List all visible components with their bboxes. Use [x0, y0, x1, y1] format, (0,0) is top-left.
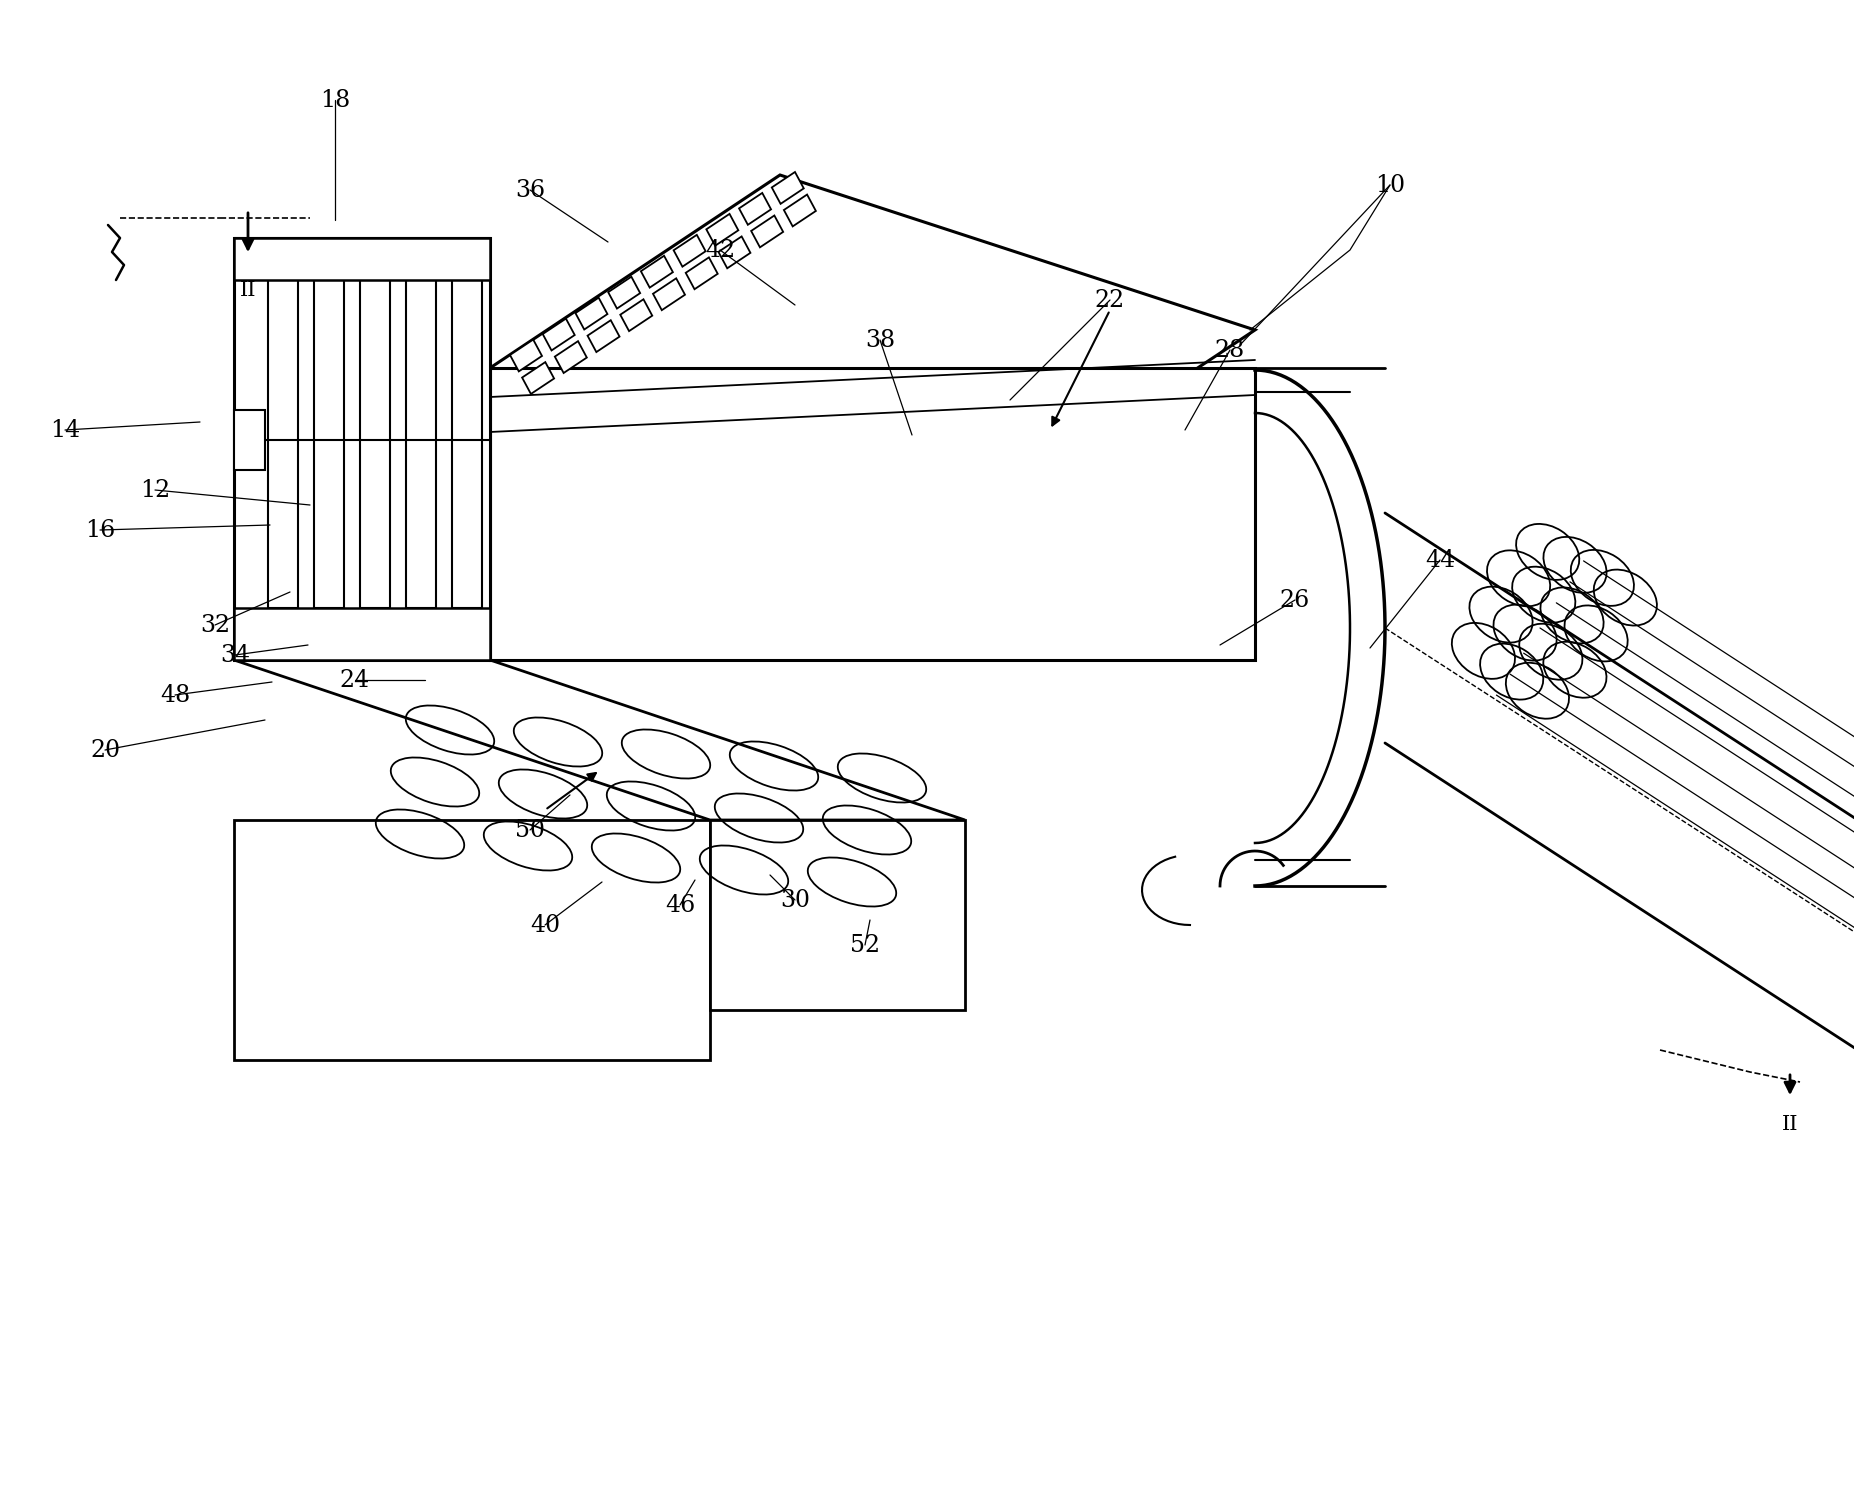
Polygon shape — [313, 281, 345, 608]
Polygon shape — [269, 281, 298, 608]
Text: 32: 32 — [200, 614, 230, 636]
Text: 30: 30 — [781, 889, 810, 911]
Polygon shape — [234, 239, 489, 660]
Polygon shape — [621, 299, 653, 332]
Polygon shape — [686, 257, 717, 290]
Text: II: II — [239, 281, 256, 300]
Polygon shape — [771, 173, 805, 204]
Text: 22: 22 — [1096, 288, 1125, 312]
Polygon shape — [452, 281, 482, 608]
Text: 42: 42 — [705, 239, 736, 261]
Polygon shape — [234, 410, 265, 470]
Text: 14: 14 — [50, 419, 80, 441]
Text: 26: 26 — [1279, 588, 1311, 611]
Polygon shape — [406, 281, 436, 608]
Polygon shape — [641, 255, 673, 288]
Polygon shape — [234, 239, 489, 281]
Text: 12: 12 — [139, 479, 171, 501]
Polygon shape — [751, 216, 782, 248]
Text: 38: 38 — [866, 329, 895, 351]
Polygon shape — [673, 234, 706, 267]
Polygon shape — [234, 608, 489, 660]
Polygon shape — [784, 195, 816, 227]
Text: 24: 24 — [339, 668, 371, 692]
Text: 48: 48 — [159, 683, 191, 707]
Polygon shape — [510, 339, 541, 371]
Text: 50: 50 — [515, 818, 545, 842]
Polygon shape — [523, 362, 554, 393]
Polygon shape — [234, 820, 710, 1060]
Polygon shape — [554, 341, 588, 374]
Polygon shape — [489, 176, 1255, 522]
Text: 44: 44 — [1426, 548, 1455, 572]
Polygon shape — [706, 215, 738, 246]
Polygon shape — [653, 278, 684, 311]
Polygon shape — [588, 320, 619, 353]
Text: 46: 46 — [666, 893, 695, 917]
Polygon shape — [543, 318, 575, 350]
Text: 10: 10 — [1376, 174, 1405, 197]
Polygon shape — [234, 660, 964, 820]
Polygon shape — [740, 194, 771, 225]
Polygon shape — [608, 276, 640, 309]
Polygon shape — [710, 820, 964, 1010]
Text: 20: 20 — [91, 738, 121, 761]
Polygon shape — [719, 237, 751, 269]
Polygon shape — [575, 297, 608, 330]
Text: 40: 40 — [530, 914, 560, 937]
Text: 16: 16 — [85, 518, 115, 542]
Text: 34: 34 — [221, 644, 250, 666]
Polygon shape — [360, 281, 389, 608]
Text: II: II — [1782, 1115, 1798, 1135]
Text: 52: 52 — [849, 934, 881, 956]
Polygon shape — [489, 368, 1255, 660]
Text: 18: 18 — [321, 89, 350, 111]
Text: 36: 36 — [515, 179, 545, 201]
Text: 28: 28 — [1214, 339, 1246, 362]
